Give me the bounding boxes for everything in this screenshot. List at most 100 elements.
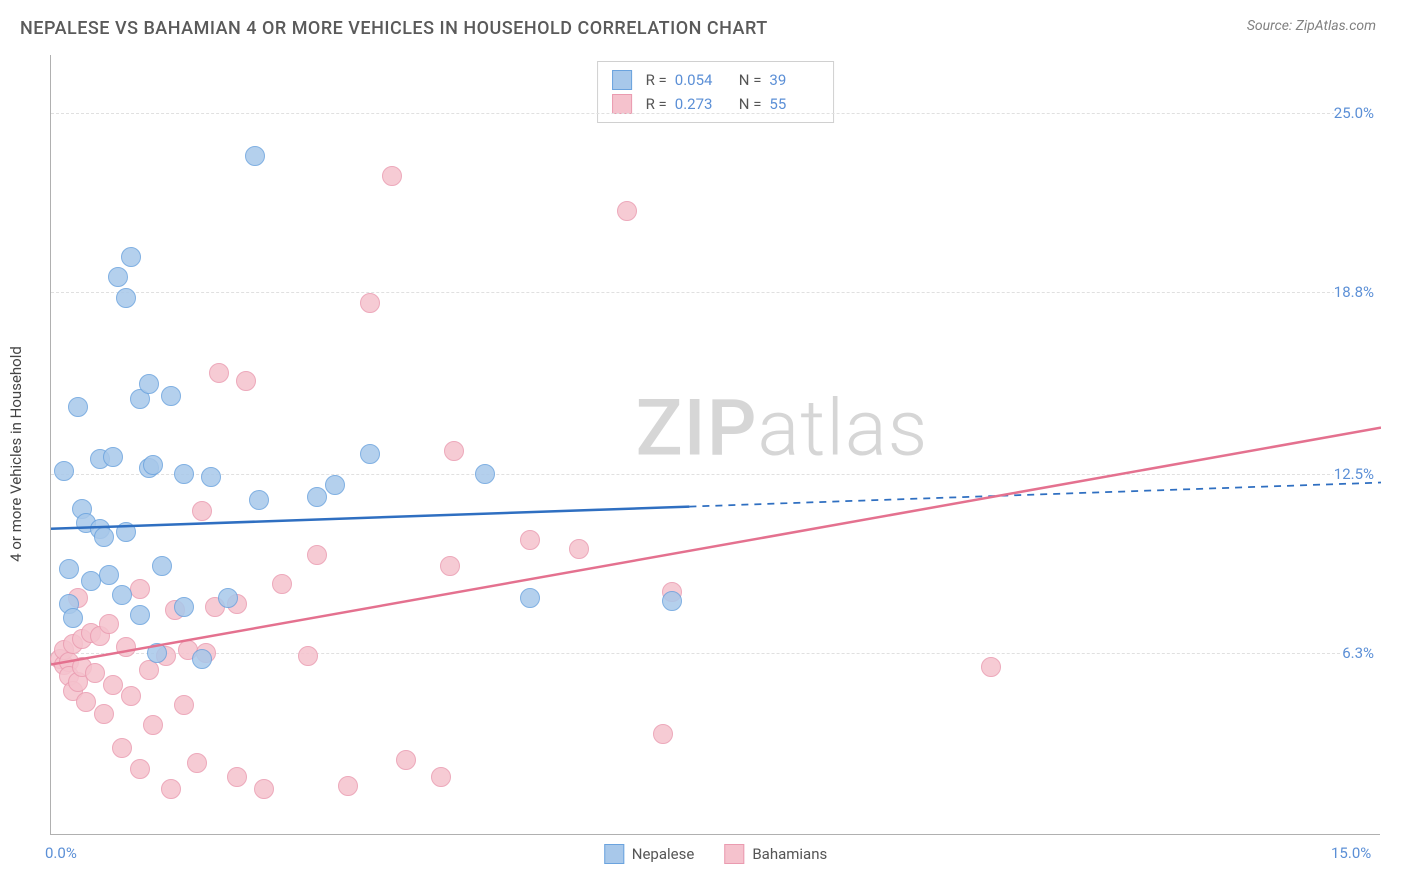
series-legend-label: Nepalese [632,845,695,863]
scatter-point [139,660,159,680]
scatter-point [108,267,128,287]
y-tick-label: 6.3% [1342,644,1386,662]
legend-swatch [724,844,744,864]
scatter-point [298,646,318,666]
chart-title: NEPALESE VS BAHAMIAN 4 OR MORE VEHICLES … [20,18,768,39]
scatter-point [396,750,416,770]
scatter-point [192,649,212,669]
scatter-point [245,146,265,166]
legend-swatch [612,94,632,114]
watermark-bold: ZIP [636,383,758,474]
scatter-point [152,556,172,576]
stats-legend-row: R = 0.054 N = 39 [612,68,820,92]
scatter-point [139,374,159,394]
scatter-point [325,475,345,495]
scatter-point [174,597,194,617]
scatter-point [227,767,247,787]
scatter-point [103,675,123,695]
scatter-point [617,201,637,221]
scatter-point [520,588,540,608]
gridline [51,113,1380,114]
x-tick-label: 0.0% [45,844,77,862]
scatter-point [218,588,238,608]
y-tick-label: 12.5% [1334,465,1386,483]
scatter-point [116,637,136,657]
scatter-point [174,464,194,484]
scatter-point [68,397,88,417]
scatter-point [209,363,229,383]
scatter-point [520,530,540,550]
series-legend-label: Bahamians [752,845,827,863]
scatter-point [440,556,460,576]
n-label: N = [739,68,762,92]
scatter-point [99,614,119,634]
scatter-point [81,571,101,591]
scatter-point [360,293,380,313]
scatter-point [201,467,221,487]
r-value: 0.054 [675,68,725,92]
scatter-point [116,288,136,308]
scatter-point [161,779,181,799]
n-value: 39 [769,68,819,92]
scatter-point [360,444,380,464]
scatter-point [147,643,167,663]
scatter-point [130,759,150,779]
scatter-point [653,724,673,744]
scatter-point [94,704,114,724]
scatter-point [338,776,358,796]
scatter-point [130,605,150,625]
scatter-point [307,545,327,565]
scatter-point [431,767,451,787]
scatter-point [662,591,682,611]
scatter-point [103,447,123,467]
scatter-point [569,539,589,559]
scatter-point [59,559,79,579]
scatter-point [76,692,96,712]
scatter-point [143,455,163,475]
watermark: ZIPatlas [636,383,929,474]
scatter-point [85,663,105,683]
scatter-point [121,247,141,267]
trend-lines [51,55,1381,835]
header-bar: NEPALESE VS BAHAMIAN 4 OR MORE VEHICLES … [0,0,1406,49]
scatter-point [382,166,402,186]
scatter-point [981,657,1001,677]
series-legend: Nepalese Bahamians [604,844,827,864]
scatter-point [254,779,274,799]
gridline [51,474,1380,475]
scatter-point [121,686,141,706]
scatter-point [63,608,83,628]
y-tick-label: 18.8% [1334,283,1386,301]
scatter-point [236,371,256,391]
scatter-point [187,753,207,773]
series-legend-item: Bahamians [724,844,827,864]
legend-swatch [612,70,632,90]
r-label: R = [646,68,667,92]
y-axis-title: 4 or more Vehicles in Household [7,346,25,562]
scatter-point [161,386,181,406]
scatter-point [249,490,269,510]
scatter-point [112,738,132,758]
source-attribution: Source: ZipAtlas.com [1247,18,1376,34]
scatter-point [143,715,163,735]
scatter-point [174,695,194,715]
correlation-chart: 4 or more Vehicles in Household ZIPatlas… [50,55,1380,835]
x-tick-label: 15.0% [1331,844,1371,862]
scatter-point [54,461,74,481]
scatter-point [116,522,136,542]
gridline [51,653,1380,654]
series-legend-item: Nepalese [604,844,695,864]
watermark-light: atlas [757,383,928,474]
scatter-point [475,464,495,484]
y-tick-label: 25.0% [1334,104,1386,122]
scatter-point [272,574,292,594]
scatter-point [112,585,132,605]
scatter-point [94,527,114,547]
scatter-point [99,565,119,585]
legend-swatch [604,844,624,864]
scatter-point [444,441,464,461]
scatter-point [130,579,150,599]
plot-area: ZIPatlas R =0.054N =39R =0.273N =55 Nepa… [50,55,1380,835]
scatter-point [192,501,212,521]
scatter-point [307,487,327,507]
